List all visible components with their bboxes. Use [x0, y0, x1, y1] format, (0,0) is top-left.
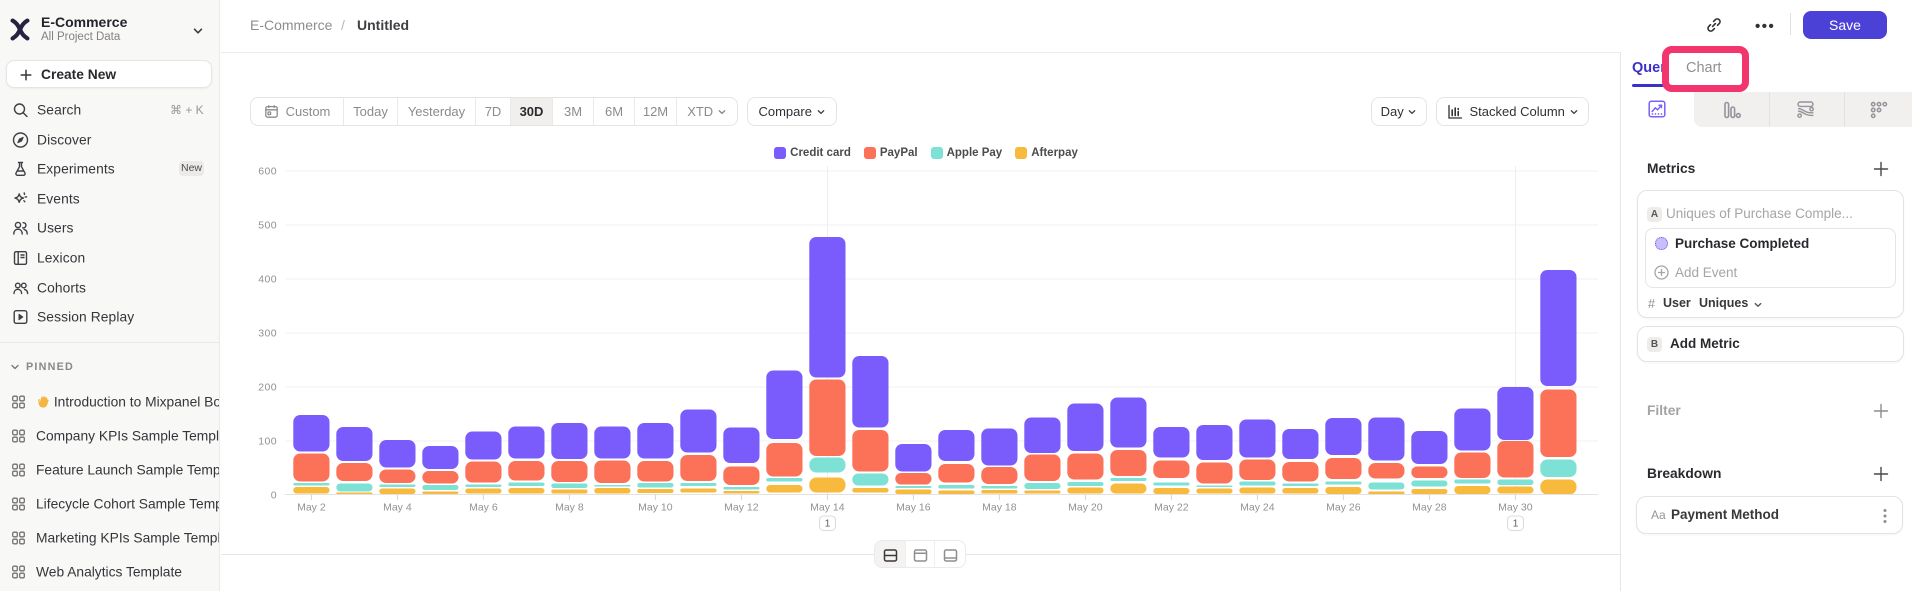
svg-text:May 30: May 30 [1498, 502, 1533, 514]
svg-text:May 16: May 16 [896, 502, 931, 514]
svg-text:100: 100 [258, 436, 277, 448]
svg-text:May 20: May 20 [1068, 502, 1103, 514]
svg-text:May 22: May 22 [1154, 502, 1189, 514]
svg-text:May 6: May 6 [469, 502, 498, 514]
svg-text:May 2: May 2 [297, 502, 326, 514]
svg-text:May 28: May 28 [1412, 502, 1447, 514]
svg-text:May 4: May 4 [383, 502, 412, 514]
svg-text:May 26: May 26 [1326, 502, 1361, 514]
svg-text:600: 600 [258, 166, 277, 178]
svg-text:May 10: May 10 [638, 502, 673, 514]
svg-text:May 8: May 8 [555, 502, 584, 514]
svg-text:1: 1 [825, 519, 831, 530]
svg-text:May 12: May 12 [724, 502, 759, 514]
svg-text:May 14: May 14 [810, 502, 845, 514]
svg-text:0: 0 [271, 490, 277, 502]
svg-text:May 18: May 18 [982, 502, 1017, 514]
svg-text:May 24: May 24 [1240, 502, 1275, 514]
svg-text:200: 200 [258, 382, 277, 394]
svg-text:300: 300 [258, 328, 277, 340]
svg-text:400: 400 [258, 274, 277, 286]
svg-text:500: 500 [258, 220, 277, 232]
svg-text:1: 1 [1513, 519, 1519, 530]
